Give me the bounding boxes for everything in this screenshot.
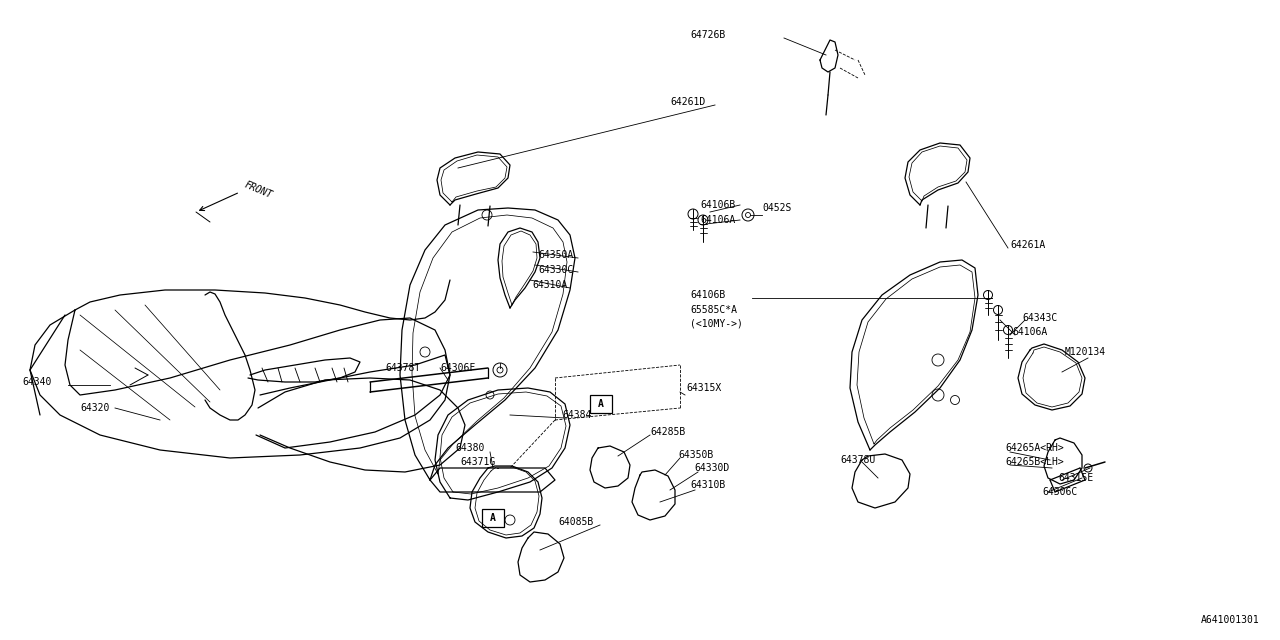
Text: 64315E: 64315E	[1059, 473, 1093, 483]
Text: FRONT: FRONT	[243, 180, 274, 200]
Text: 64384: 64384	[562, 410, 591, 420]
Text: 64310A: 64310A	[532, 280, 567, 290]
Text: 64265B<LH>: 64265B<LH>	[1005, 457, 1064, 467]
Circle shape	[506, 515, 515, 525]
Text: 64285B: 64285B	[650, 427, 685, 437]
Circle shape	[483, 210, 492, 220]
Text: 64085B: 64085B	[558, 517, 593, 527]
Text: 64330D: 64330D	[694, 463, 730, 473]
Text: 64106A: 64106A	[700, 215, 735, 225]
Circle shape	[932, 389, 945, 401]
Circle shape	[698, 215, 708, 225]
Circle shape	[420, 347, 430, 357]
Circle shape	[742, 209, 754, 221]
Circle shape	[1084, 464, 1092, 472]
Text: A641001301: A641001301	[1201, 615, 1260, 625]
Circle shape	[497, 367, 503, 373]
Text: 64261A: 64261A	[1010, 240, 1046, 250]
Text: 64265A<RH>: 64265A<RH>	[1005, 443, 1064, 453]
Text: 64106A: 64106A	[1012, 327, 1047, 337]
Circle shape	[993, 305, 1002, 314]
Text: A: A	[490, 513, 495, 523]
Circle shape	[486, 391, 494, 399]
Text: 64330C: 64330C	[538, 265, 573, 275]
Circle shape	[1004, 326, 1012, 335]
FancyBboxPatch shape	[483, 509, 504, 527]
Text: 64378U: 64378U	[840, 455, 876, 465]
Text: 64106B: 64106B	[700, 200, 735, 210]
Text: 64340: 64340	[22, 377, 51, 387]
Circle shape	[932, 354, 945, 366]
Circle shape	[689, 209, 698, 219]
Text: 64106B: 64106B	[690, 290, 726, 300]
Circle shape	[493, 363, 507, 377]
Text: (<10MY->): (<10MY->)	[690, 318, 742, 328]
Text: 64350B: 64350B	[678, 450, 713, 460]
FancyBboxPatch shape	[590, 395, 612, 413]
Text: 64726B: 64726B	[690, 30, 726, 40]
Text: 64380: 64380	[454, 443, 484, 453]
Circle shape	[745, 212, 750, 218]
Text: 0452S: 0452S	[762, 203, 791, 213]
Text: 64378T: 64378T	[385, 363, 420, 373]
Text: A: A	[598, 399, 604, 409]
Text: 65585C*A: 65585C*A	[690, 305, 737, 315]
Text: 64310B: 64310B	[690, 480, 726, 490]
Text: 64371G: 64371G	[460, 457, 495, 467]
Text: 64261D: 64261D	[669, 97, 705, 107]
Text: 64306C: 64306C	[1042, 487, 1078, 497]
Circle shape	[951, 396, 960, 404]
Text: 64315X: 64315X	[686, 383, 721, 393]
Circle shape	[983, 291, 992, 300]
Text: 64350A: 64350A	[538, 250, 573, 260]
Text: 64320: 64320	[79, 403, 109, 413]
Text: 64343C: 64343C	[1021, 313, 1057, 323]
Text: M120134: M120134	[1065, 347, 1106, 357]
Text: 64306F: 64306F	[440, 363, 475, 373]
